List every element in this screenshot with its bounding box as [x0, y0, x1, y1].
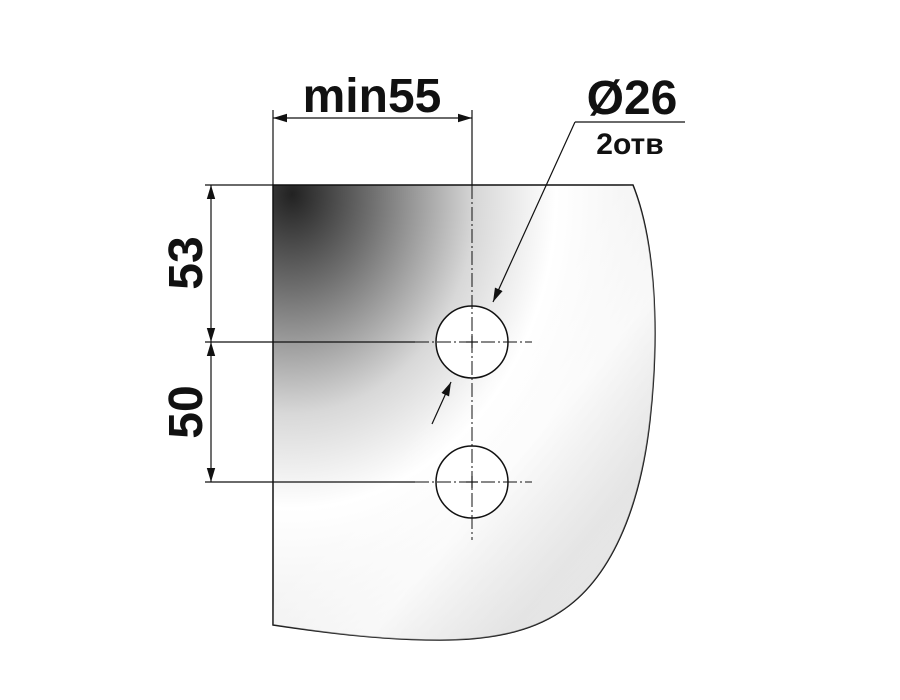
- plate-sheen: [273, 185, 655, 640]
- hole-count-label: 2отв: [596, 128, 663, 161]
- diameter-leader-line: [492, 121, 576, 303]
- top-spacing-label: 53: [160, 236, 213, 289]
- hole-spacing-label: 50: [160, 385, 213, 438]
- diameter-label: Ø26: [587, 72, 678, 125]
- width-dimension-label: min55: [303, 70, 442, 123]
- diameter-leader-tail: [431, 381, 452, 425]
- centerlines: [415, 185, 532, 540]
- extension-lines: [205, 110, 473, 483]
